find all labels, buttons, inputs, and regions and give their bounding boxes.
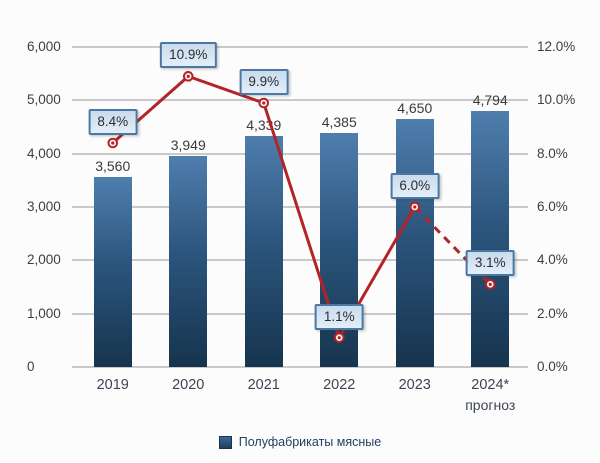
gridline: [72, 152, 528, 155]
x-axis-label: 2020: [172, 377, 205, 393]
secondary-axis-tick-label: 10.0%: [537, 92, 576, 108]
bar-2021: [244, 135, 283, 367]
secondary-axis-tick-label: 8.0%: [537, 145, 568, 161]
bar-value-label: 3,560: [95, 158, 131, 175]
line-data-label: 10.9%: [160, 42, 217, 69]
secondary-axis-tick-label: 4.0%: [537, 252, 568, 268]
bar-value-label: 4,339: [246, 116, 282, 133]
line-data-label: 8.4%: [88, 109, 138, 135]
x-axis-label: 2019: [96, 377, 129, 393]
gridline: [72, 259, 528, 262]
y-axis-tick-label: 0: [27, 359, 35, 374]
gridline: [72, 312, 528, 315]
y-axis-tick-label: 2,000: [27, 252, 61, 268]
gridline: [72, 46, 528, 48]
secondary-axis-tick-label: 12.0%: [537, 39, 576, 54]
gridline: [72, 366, 528, 368]
y-axis-tick-label: 5,000: [27, 92, 61, 108]
y-axis-tick-label: 3,000: [27, 199, 61, 214]
line-data-label: 3.1%: [465, 250, 515, 277]
x-axis-label: 2022: [323, 377, 356, 393]
bar-2019: [93, 177, 132, 367]
x-axis-sub-label: прогноз: [465, 397, 516, 413]
legend: Полуфабрикаты мясные: [0, 433, 600, 451]
gridline: [72, 206, 528, 208]
legend-swatch-icon: [218, 435, 232, 449]
bar-value-label: 3,949: [170, 137, 206, 154]
y-axis-tick-label: 6,000: [27, 39, 61, 54]
bar-2024*: [471, 111, 510, 367]
y-axis-tick-label: 1,000: [27, 305, 61, 321]
bar-2023: [395, 119, 434, 367]
y-axis-tick-label: 4,000: [27, 145, 61, 161]
line-marker: [182, 71, 194, 82]
secondary-axis-tick-label: 6.0%: [537, 199, 568, 214]
secondary-axis-tick-label: 0.0%: [537, 359, 568, 374]
bar-2022: [320, 133, 359, 367]
bar-value-label: 4,385: [321, 114, 357, 131]
line-data-label: 1.1%: [314, 303, 364, 330]
x-axis-label: 2023: [398, 377, 431, 393]
line-marker: [107, 137, 119, 149]
bar-value-label: 4,794: [472, 92, 508, 109]
line-data-label: 6.0%: [390, 173, 440, 199]
x-axis-label: 2021: [247, 377, 280, 393]
line-data-label: 9.9%: [239, 69, 289, 95]
bar-2020: [169, 156, 208, 367]
legend-label: Полуфабрикаты мясные: [238, 435, 382, 449]
secondary-axis-tick-label: 2.0%: [537, 305, 568, 321]
x-axis-label: 2024*: [471, 377, 510, 393]
bar-value-label: 4,650: [397, 100, 433, 116]
